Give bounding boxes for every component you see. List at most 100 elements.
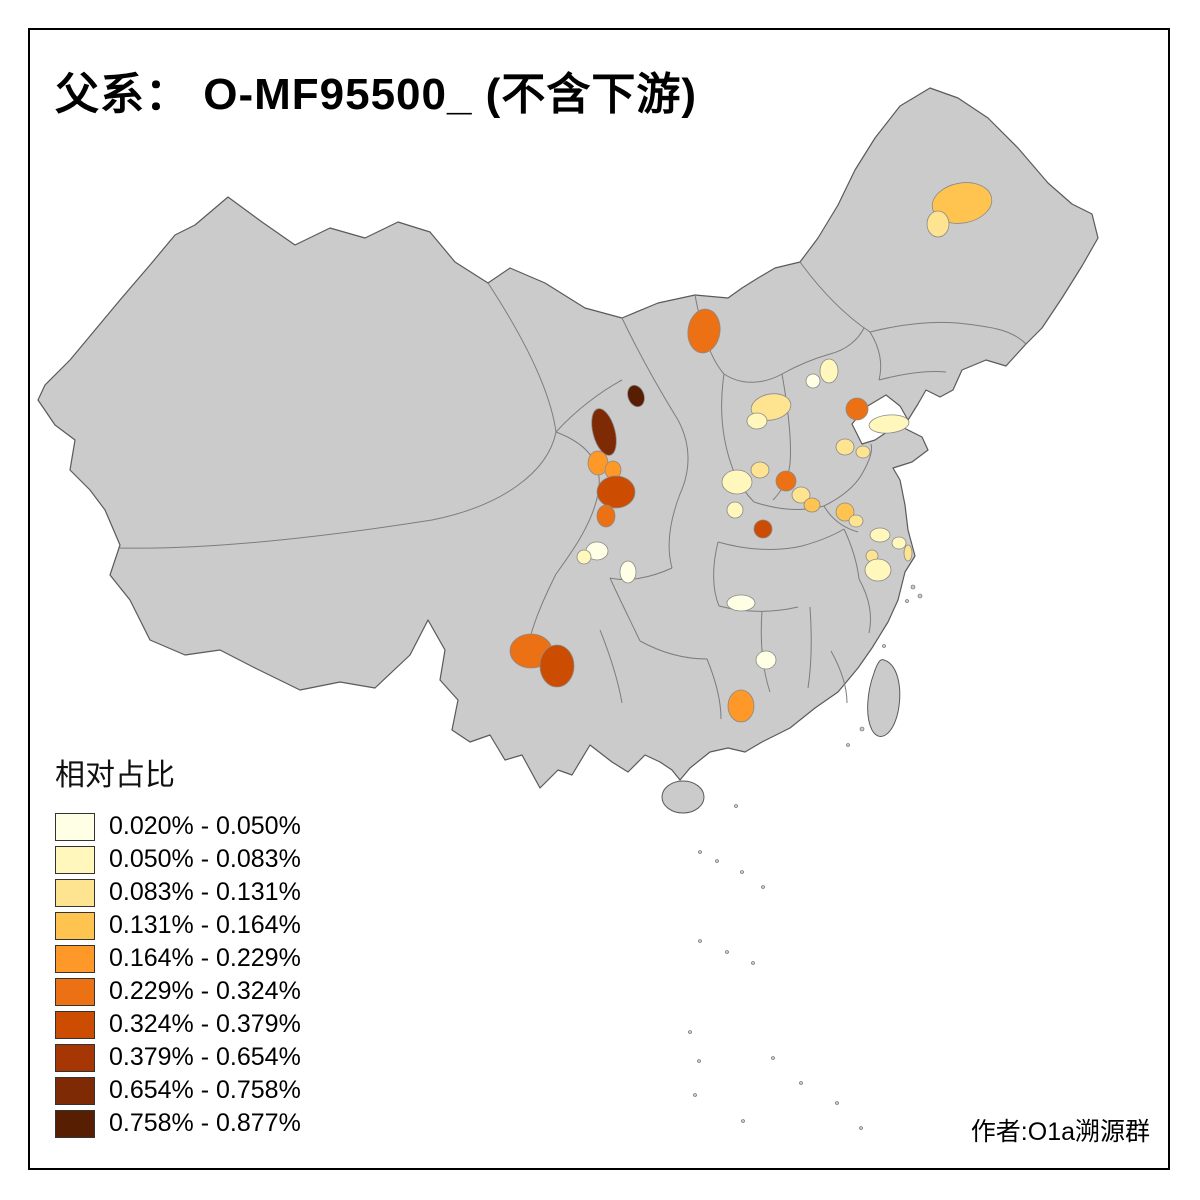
map-region-beijing-b [805, 373, 821, 389]
legend: 相对占比 0.020% - 0.050% 0.050% - 0.083% 0.083… [55, 750, 301, 1140]
taiwan-island [867, 659, 901, 737]
map-region-jiangsu-b [869, 527, 891, 543]
map-region-henan-d [726, 501, 744, 519]
province-border [830, 650, 848, 704]
legend-item: 0.229% - 0.324% [55, 975, 301, 1008]
map-region-gansu-dark-small [627, 384, 645, 408]
islet [698, 939, 702, 943]
legend-swatch [55, 911, 95, 940]
islet [859, 1126, 863, 1130]
map-region-shanxi-south [721, 469, 753, 495]
islet [734, 804, 738, 808]
islet [910, 584, 916, 590]
map-region-shaanxi-pale-b [576, 549, 592, 565]
province-border [869, 321, 1027, 345]
map-region-anhui-pale [864, 558, 892, 582]
map-region-hubei-pale [726, 594, 756, 612]
islet [882, 644, 886, 648]
map-region-coast-sliver [903, 544, 913, 562]
islet [740, 870, 744, 874]
legend-swatch [55, 878, 95, 907]
province-border [555, 379, 623, 433]
map-region-gansu-big [596, 475, 636, 509]
legend-item: 0.020% - 0.050% [55, 810, 301, 843]
legend-swatch [55, 845, 95, 874]
legend-label: 0.654% - 0.758% [109, 1076, 301, 1104]
map-region-hebei-b [746, 412, 768, 430]
islet [715, 859, 719, 863]
province-border [668, 419, 689, 569]
choropleth-regions [509, 182, 993, 723]
islet [905, 599, 909, 603]
legend-swatch [55, 1109, 95, 1138]
islet [693, 1093, 697, 1097]
map-region-beijing-a [819, 358, 839, 384]
province-border [858, 578, 872, 634]
legend-swatch [55, 1010, 95, 1039]
province-border [609, 567, 673, 581]
legend-label: 0.164% - 0.229% [109, 944, 301, 972]
legend-item: 0.131% - 0.164% [55, 909, 301, 942]
map-region-jiangsu-c [891, 536, 907, 550]
islet [835, 1101, 839, 1105]
islet [799, 1081, 803, 1085]
islet [725, 950, 729, 954]
legend-swatch [55, 1043, 95, 1072]
map-region-yunnan-right [539, 644, 575, 688]
islet [761, 885, 765, 889]
legend-label: 0.020% - 0.050% [109, 812, 301, 840]
legend-item: 0.050% - 0.083% [55, 843, 301, 876]
map-region-xinjiang-b [926, 210, 950, 238]
map-region-guangxi-orange [727, 689, 755, 723]
china-mainland [37, 87, 1099, 789]
legend-swatch [55, 944, 95, 973]
map-region-henan-c [803, 497, 821, 513]
province-border [807, 606, 812, 689]
page-title: 父系： O-MF95500_ (不含下游) [55, 70, 697, 119]
legend-label: 0.758% - 0.877% [109, 1109, 301, 1137]
legend-label: 0.131% - 0.164% [109, 911, 301, 939]
islet [859, 726, 865, 732]
map-region-henan-a [750, 461, 770, 479]
legend-label: 0.379% - 0.654% [109, 1043, 301, 1071]
legend-label: 0.324% - 0.379% [109, 1010, 301, 1038]
islet [741, 1119, 745, 1123]
map-region-gansu-dark-strip [591, 408, 617, 456]
map-region-jiangxi-pale [755, 650, 777, 670]
province-border [694, 294, 865, 383]
islet [917, 593, 923, 599]
map-region-inner-mongolia [687, 308, 721, 354]
islet [688, 1030, 692, 1034]
legend-label: 0.229% - 0.324% [109, 977, 301, 1005]
province-border [609, 577, 641, 642]
map-region-shaanxi-pale-c [619, 560, 637, 584]
province-border [599, 629, 623, 704]
legend-label: 0.050% - 0.083% [109, 845, 301, 873]
map-region-jiangsu-gold [835, 502, 855, 522]
map-region-tianjin-orange [845, 397, 869, 421]
islet [698, 850, 702, 854]
map-region-shandong-peninsula [868, 414, 910, 434]
province-border [823, 505, 859, 533]
map-region-xinjiang-a [931, 182, 993, 224]
map-region-jiangsu-a [848, 514, 864, 528]
islet [751, 961, 755, 965]
province-border [717, 528, 845, 550]
map-region-shandong-b [855, 445, 871, 459]
small-islands [688, 584, 923, 1130]
islet [697, 1059, 701, 1063]
map-region-henan-dark [753, 519, 773, 539]
legend-item: 0.758% - 0.877% [55, 1107, 301, 1140]
province-border [843, 528, 860, 580]
province-border [706, 658, 722, 720]
legend-swatch [55, 977, 95, 1006]
province-border [799, 261, 882, 381]
map-region-henan-orange [775, 470, 797, 492]
legend-item: 0.654% - 0.758% [55, 1074, 301, 1107]
legend-swatch [55, 1076, 95, 1105]
legend-swatch [55, 812, 95, 841]
province-border [823, 443, 873, 507]
islet [771, 1056, 775, 1060]
